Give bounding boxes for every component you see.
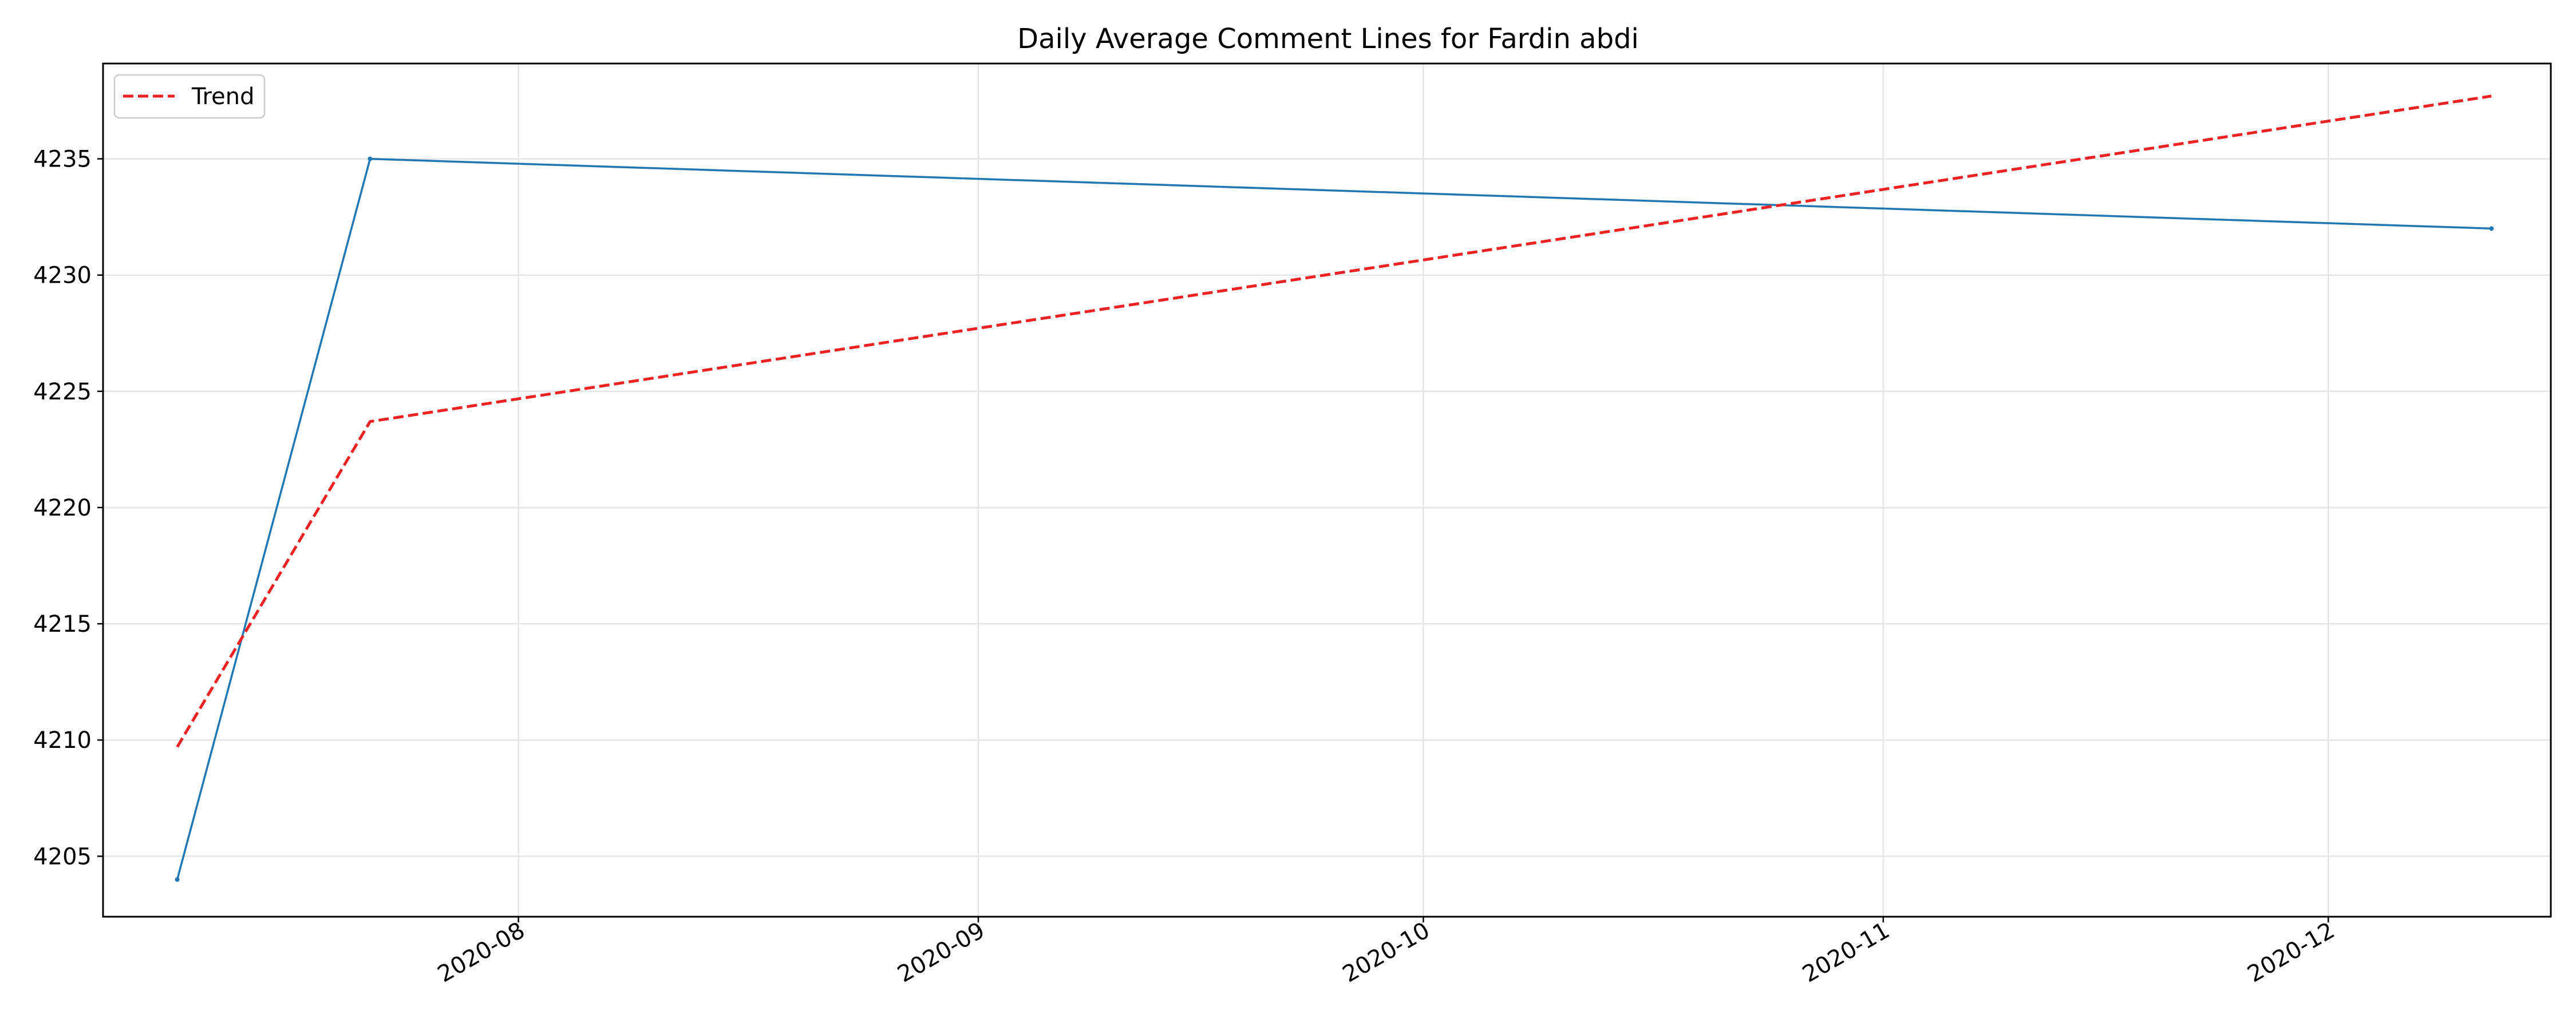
plot-frame	[102, 62, 2552, 918]
y-tick-label: 4210	[33, 727, 92, 754]
y-tick-label: 4230	[33, 263, 92, 289]
y-tick-label: 4205	[33, 843, 92, 870]
series-line-1	[176, 94, 2492, 748]
legend-label-trend: Trend	[191, 84, 254, 110]
y-tick-label: 4215	[33, 611, 92, 637]
y-axis: 4205 4210 4215 4220 4225 4230 4235	[33, 146, 103, 870]
y-tick-label: 4220	[33, 495, 92, 521]
chart-title: Daily Average Comment Lines for Fardin a…	[1017, 23, 1639, 55]
legend-frame	[113, 74, 266, 119]
y-tick-label: 4225	[33, 379, 92, 405]
series-point	[368, 156, 373, 161]
legend: Trend	[113, 74, 266, 119]
series-layer	[175, 94, 2494, 882]
series-point	[2489, 226, 2494, 231]
series-point	[175, 877, 180, 882]
y-tick-label: 4235	[33, 146, 92, 173]
